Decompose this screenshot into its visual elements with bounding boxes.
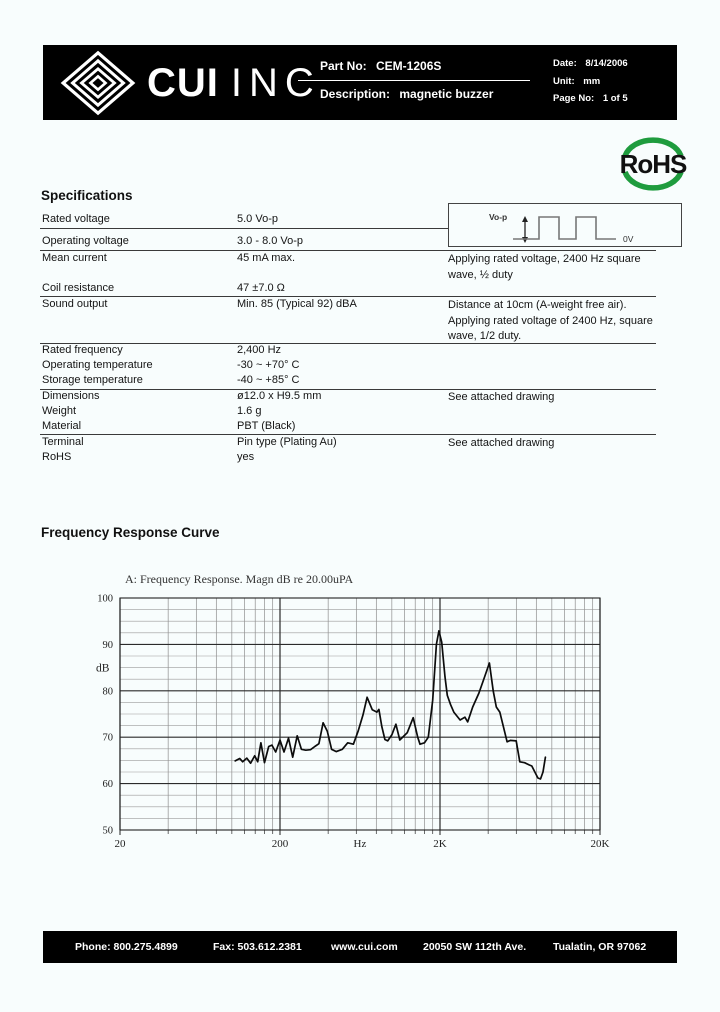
table-rule	[40, 296, 656, 297]
row-value: 5.0 Vo-p	[237, 213, 278, 225]
specifications-table: Rated voltage 5.0 Vo-p Operating voltage 3…	[40, 211, 656, 471]
row-note: See attached drawing	[448, 437, 555, 449]
row-value: ø12.0 x H9.5 mm	[237, 390, 322, 402]
rohs-logo: RoHS	[616, 137, 690, 191]
footer-website: www.cui.com	[331, 941, 398, 953]
page-no-value: 1 of 5	[602, 93, 628, 104]
unit-label: Unit:	[553, 75, 575, 87]
frequency-section-title: Frequency Response Curve	[41, 525, 220, 540]
part-no-line: Part No: CEM-1206S	[298, 55, 530, 73]
row-label: Material	[42, 420, 82, 432]
page-no-line: Page No: 1 of 5	[553, 90, 628, 108]
row-label: Weight	[42, 405, 77, 417]
row-note: Distance at 10cm (A-weight free air). Ap…	[448, 299, 653, 342]
table-rule	[40, 228, 448, 229]
frequency-response-svg: 50 60 70 80 90 100 20 200 Hz 2K 20K dB A: Frequency …	[96, 572, 610, 850]
row-label: Terminal	[42, 436, 84, 448]
svg-text:20: 20	[115, 838, 127, 850]
date-label: Date:	[553, 58, 577, 69]
table-rule	[40, 434, 656, 435]
svg-text:80: 80	[103, 686, 114, 697]
vop-label: Vo-p	[489, 212, 507, 222]
row-note: See attached drawing	[448, 391, 555, 403]
part-no-label: Part No:	[320, 59, 367, 73]
header-bar: CUI INC Part No: CEM-1206S Description: m…	[43, 45, 677, 120]
date-line: Date: 8/14/2006	[553, 55, 628, 73]
cui-logo: CUI INC	[59, 50, 321, 116]
brand-cui: CUI	[147, 61, 219, 105]
row-value: PBT (Black)	[237, 420, 296, 432]
row-label: Mean current	[42, 252, 107, 264]
svg-text:50: 50	[103, 826, 114, 837]
svg-text:70: 70	[103, 733, 114, 744]
row-value: -30 ~ +70° C	[237, 359, 300, 371]
svg-text:90: 90	[103, 640, 114, 651]
row-label: Rated frequency	[42, 344, 123, 356]
header-divider	[298, 80, 530, 81]
description-line: Description: magnetic buzzer	[298, 87, 530, 101]
footer-phone: Phone: 800.275.4899	[75, 941, 178, 953]
row-label: Dimensions	[42, 390, 100, 402]
frequency-response-chart: 50 60 70 80 90 100 20 200 Hz 2K 20K dB A: Frequency …	[88, 570, 620, 870]
description-label: Description:	[320, 87, 391, 101]
row-note: Applying rated voltage, 2400 Hz square w…	[448, 253, 641, 281]
svg-text:20K: 20K	[591, 838, 610, 850]
svg-text:dB: dB	[96, 663, 110, 675]
svg-text:A: Frequency Response. Magn dB: A: Frequency Response. Magn dB re 20.00u…	[125, 572, 354, 586]
unit-line: Unit: mm	[553, 73, 628, 91]
row-label: Storage temperature	[42, 374, 143, 386]
row-label: Operating voltage	[42, 235, 129, 247]
footer-address: 20050 SW 112th Ave.	[423, 941, 527, 953]
row-value: Pin type (Plating Au)	[237, 436, 337, 448]
row-value: 1.6 g	[237, 405, 262, 417]
row-value: 3.0 - 8.0 Vo-p	[237, 235, 304, 247]
header-meta-block: Date: 8/14/2006 Unit: mm Page No: 1 of 5	[553, 55, 628, 108]
svg-text:Hz: Hz	[354, 838, 367, 850]
rohs-icon: RoHS	[620, 137, 688, 191]
row-label: Coil resistance	[42, 282, 115, 294]
brand-inc: INC	[230, 61, 321, 105]
unit-value: mm	[583, 75, 601, 87]
header-part-block: Part No: CEM-1206S Description: magnetic…	[298, 55, 530, 101]
svg-text:100: 100	[97, 594, 113, 605]
svg-text:2K: 2K	[433, 838, 447, 850]
row-value: 45 mA max.	[237, 252, 296, 264]
part-no-value: CEM-1206S	[376, 59, 442, 73]
row-value: -40 ~ +85° C	[237, 374, 300, 386]
row-value: 2,400 Hz	[237, 344, 282, 356]
page-no-label: Page No:	[553, 93, 595, 104]
square-wave-icon: Vo-p 0V	[489, 212, 634, 244]
row-label: Sound output	[42, 298, 108, 310]
row-label: Rated voltage	[42, 213, 110, 225]
row-label: Operating temperature	[42, 359, 153, 371]
cui-diamond-icon	[60, 50, 136, 116]
specifications-title: Specifications	[41, 188, 133, 203]
row-value: yes	[237, 451, 255, 463]
description-value: magnetic buzzer	[399, 87, 494, 101]
footer-fax: Fax: 503.612.2381	[213, 941, 302, 953]
footer-bar: Phone: 800.275.4899 Fax: 503.612.2381 ww…	[43, 931, 677, 963]
date-value: 8/14/2006	[585, 58, 628, 69]
waveform-diagram: Vo-p 0V	[448, 203, 682, 247]
rohs-text: RoHS	[620, 149, 687, 179]
row-label: RoHS	[42, 451, 72, 463]
footer-city: Tualatin, OR 97062	[553, 941, 647, 953]
table-rule	[40, 389, 656, 390]
brand-text: CUI INC	[147, 50, 321, 116]
table-rule	[40, 343, 656, 344]
row-value: Min. 85 (Typical 92) dBA	[237, 298, 357, 310]
svg-text:60: 60	[103, 779, 114, 790]
zero-volt-label: 0V	[623, 234, 634, 244]
row-value: 47 ±7.0 Ω	[237, 282, 285, 294]
table-rule	[40, 250, 656, 251]
svg-text:200: 200	[272, 838, 289, 850]
